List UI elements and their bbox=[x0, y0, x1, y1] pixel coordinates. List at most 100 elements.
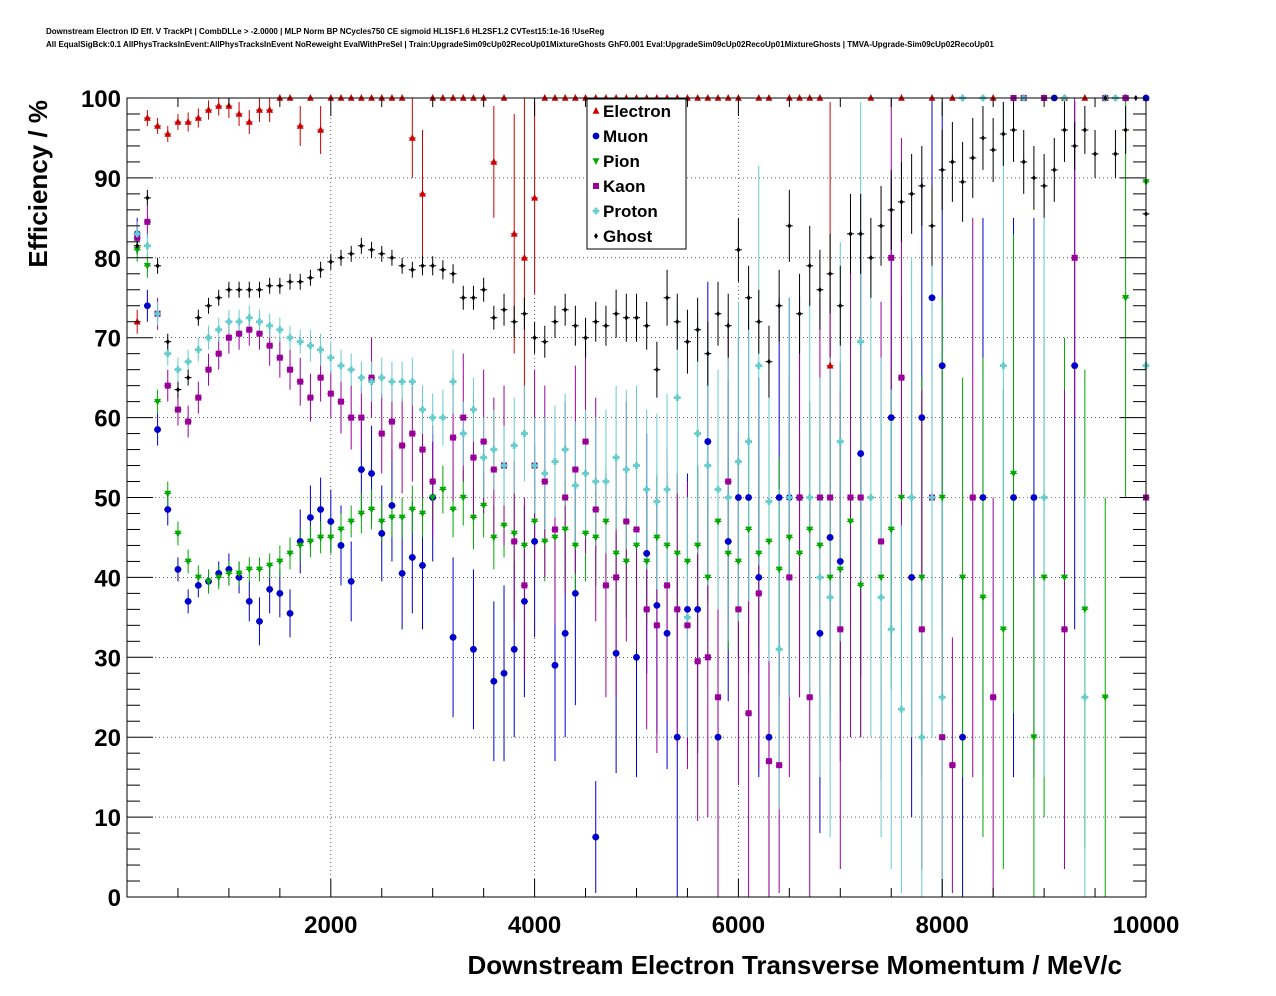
pion-point bbox=[735, 558, 742, 566]
proton-point bbox=[694, 430, 702, 437]
electron-point bbox=[215, 101, 223, 109]
legend-proton-label: Proton bbox=[603, 202, 658, 221]
pion-point bbox=[388, 514, 396, 522]
pion-point bbox=[215, 574, 223, 582]
proton-point bbox=[857, 338, 865, 346]
kaon-point bbox=[735, 606, 742, 613]
ghost-point bbox=[716, 310, 721, 317]
pion-point bbox=[143, 262, 151, 270]
proton-point bbox=[938, 693, 946, 701]
pion-point bbox=[174, 530, 182, 538]
electron-point bbox=[765, 94, 773, 101]
kaon-point bbox=[246, 326, 253, 333]
kaon-point bbox=[715, 694, 722, 701]
kaon-point bbox=[949, 762, 956, 769]
muon-point bbox=[266, 585, 274, 593]
proton-point bbox=[826, 593, 834, 601]
y-tick-label: 60 bbox=[94, 406, 121, 433]
ghost-point bbox=[471, 294, 476, 301]
kaon-point bbox=[388, 418, 395, 425]
ghost-point bbox=[552, 318, 557, 325]
pion-point bbox=[286, 550, 294, 558]
electron-point bbox=[867, 94, 875, 101]
proton-point bbox=[785, 494, 793, 501]
ghost-point bbox=[328, 258, 333, 265]
ghost-point bbox=[1052, 166, 1057, 173]
axis-ticks bbox=[126, 97, 1147, 898]
pion-point bbox=[857, 582, 865, 590]
pion-point bbox=[337, 526, 345, 534]
ghost-point bbox=[583, 334, 588, 341]
data-markers bbox=[133, 94, 1150, 841]
proton-point bbox=[724, 494, 732, 501]
muon-point bbox=[470, 645, 477, 653]
pion-point bbox=[704, 574, 712, 582]
pion-point bbox=[755, 550, 763, 558]
muon-point bbox=[735, 494, 742, 501]
muon-point bbox=[755, 574, 763, 581]
proton-point bbox=[735, 458, 742, 465]
kaon-point bbox=[297, 378, 304, 385]
pion-point bbox=[368, 506, 375, 514]
kaon-point bbox=[460, 414, 467, 421]
kaon-point bbox=[898, 374, 905, 381]
ghost-point bbox=[736, 246, 741, 253]
electron-point bbox=[449, 94, 457, 101]
pion-point bbox=[480, 502, 488, 510]
kaon-point bbox=[674, 606, 681, 613]
pion-point bbox=[1040, 574, 1048, 582]
proton-point bbox=[245, 314, 253, 322]
kaon-point bbox=[582, 438, 589, 445]
pion-point bbox=[684, 558, 691, 566]
proton-point bbox=[143, 242, 151, 250]
muon-point bbox=[612, 649, 620, 657]
ghost-point bbox=[206, 302, 211, 309]
ghost-point bbox=[777, 302, 782, 309]
pion-point bbox=[194, 574, 202, 582]
proton-point bbox=[398, 378, 406, 386]
muon-point bbox=[357, 466, 365, 473]
ghost-point bbox=[695, 326, 700, 333]
proton-point bbox=[745, 438, 752, 445]
muon-point bbox=[143, 302, 151, 310]
pion-point bbox=[1081, 606, 1089, 614]
pion-point bbox=[592, 534, 600, 542]
y-tick-label: 50 bbox=[94, 486, 121, 513]
y-tick-label: 100 bbox=[81, 86, 121, 113]
ghost-point bbox=[593, 318, 598, 325]
y-tick-label: 80 bbox=[94, 246, 121, 273]
ghost-point bbox=[1093, 150, 1098, 157]
proton-point bbox=[296, 338, 304, 346]
kaon-point bbox=[266, 342, 273, 349]
tick-labels: 2000 4000 6000 8000 10000 0 10 20 30 40 50 60 70 80 90… bbox=[81, 86, 1179, 939]
pion-point bbox=[521, 542, 528, 550]
proton-point bbox=[531, 462, 538, 469]
pion-point bbox=[449, 506, 457, 514]
ghost-point bbox=[175, 386, 180, 393]
proton-point bbox=[816, 574, 824, 581]
muon-point bbox=[571, 589, 579, 597]
pion-point bbox=[877, 574, 885, 582]
pion-point bbox=[551, 534, 559, 542]
ghost-point bbox=[237, 286, 242, 293]
muon-point bbox=[745, 494, 752, 501]
proton-point bbox=[541, 470, 549, 477]
pion-point bbox=[785, 534, 793, 542]
ghost-point bbox=[940, 166, 945, 173]
proton-point bbox=[653, 498, 661, 505]
proton-point bbox=[327, 354, 335, 362]
kaon-point bbox=[144, 218, 151, 225]
ghost-point bbox=[542, 338, 547, 345]
proton-point bbox=[276, 326, 284, 334]
muon-point bbox=[551, 661, 559, 669]
kaon-point bbox=[765, 758, 772, 765]
y-tick-label: 0 bbox=[108, 885, 121, 912]
electron-point bbox=[286, 94, 294, 101]
muon-point bbox=[887, 414, 895, 421]
ghost-point bbox=[1031, 174, 1036, 181]
electron-point bbox=[541, 94, 549, 101]
proton-point bbox=[622, 466, 630, 473]
pion-point bbox=[836, 566, 844, 574]
pion-point bbox=[796, 550, 803, 558]
electron-point bbox=[133, 317, 141, 325]
